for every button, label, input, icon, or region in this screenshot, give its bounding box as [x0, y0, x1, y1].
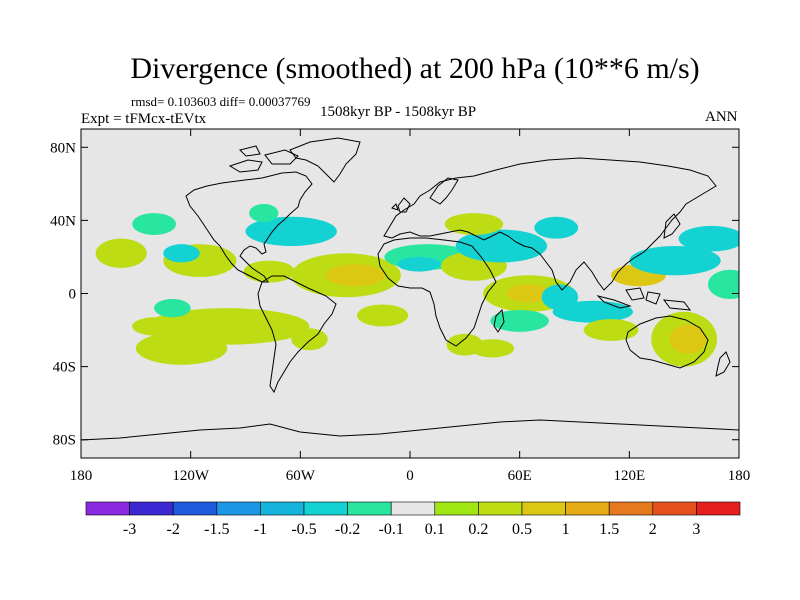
lat-tick-label: 80N: [50, 140, 76, 156]
map-background: [81, 129, 739, 458]
colorbar-swatch: [129, 501, 174, 516]
lon-tick-label: 120E: [613, 468, 645, 484]
contour-region: [490, 309, 549, 332]
lat-tick-label: 40N: [50, 213, 76, 229]
colorbar-label: 2: [649, 521, 657, 538]
stats-text: rmsd= 0.103603 diff= 0.00037769: [131, 94, 311, 109]
contour-region: [163, 244, 200, 263]
coastline-eurasia: [383, 157, 717, 291]
experiment-label: Expt = tFMcx-tEVtx: [81, 111, 207, 127]
coastline-south-america: [257, 275, 337, 394]
contour-region: [470, 339, 515, 358]
contour-region: [325, 264, 385, 287]
contour-region: [132, 317, 177, 336]
colorbar-label: 0.2: [468, 521, 488, 538]
contour-fills: [95, 203, 739, 367]
coastline-greenland: [289, 137, 361, 183]
contour-region: [583, 319, 639, 342]
chart-title: Divergence (smoothed) at 200 hPa (10**6 …: [130, 52, 700, 85]
colorbar-label: -1.5: [204, 521, 229, 538]
lat-tick-label: 40S: [53, 360, 76, 376]
contour-region: [243, 260, 295, 283]
contour-region: [135, 331, 228, 365]
colorbar-label: 0.5: [512, 521, 532, 538]
colorbar-label: -1: [254, 521, 267, 538]
colorbar-swatch: [434, 501, 479, 516]
axis-ticks: 80N 40N 0 40S 80S 180 120W 60W 0 60E 120E 180: [50, 129, 750, 484]
contour-region: [95, 238, 147, 268]
contour-region: [444, 213, 504, 236]
colorbar-label: 1.5: [599, 521, 619, 538]
contour-region: [154, 298, 191, 318]
lon-tick-label: 60E: [508, 468, 532, 484]
colorbar-swatch: [85, 501, 130, 516]
coastline-north-america: [185, 171, 313, 283]
contour-region: [707, 269, 739, 299]
coastline-africa: [377, 237, 497, 347]
contour-region: [629, 245, 721, 276]
lon-tick-label: 0: [406, 468, 414, 484]
colorbar-swatch: [521, 501, 566, 516]
lon-tick-label: 180: [70, 468, 93, 484]
coastline-scandinavia: [429, 177, 459, 205]
contour-region: [397, 256, 442, 272]
coastline-japan: [663, 213, 681, 239]
colorbar-swatch: [696, 501, 741, 516]
contour-region: [669, 324, 707, 354]
period-label: 1508kyr BP - 1508kyr BP: [320, 104, 477, 120]
coastline-antarctica: [81, 419, 739, 441]
coastline-british-isles: [391, 197, 411, 213]
colorbar-swatch: [260, 501, 305, 516]
colorbar-swatch: [172, 501, 218, 516]
contour-region: [534, 216, 579, 239]
coastline-australia: [625, 315, 709, 369]
lat-tick-label: 80S: [53, 433, 76, 449]
coastline-new-zealand: [715, 351, 731, 377]
colorbar-label: 3: [692, 521, 700, 538]
colorbar-label: 0.1: [425, 521, 445, 538]
contour-region: [132, 213, 177, 236]
colorbar-swatch: [608, 501, 654, 516]
colorbar-label: -3: [123, 521, 136, 538]
colorbar-swatch: [303, 501, 348, 516]
colorbar-swatch: [478, 501, 523, 516]
contour-region: [245, 216, 337, 246]
lon-tick-label: 60W: [286, 468, 316, 484]
coastline-arctic-islands: [228, 145, 299, 173]
contour-region: [356, 304, 409, 327]
lat-tick-label: 0: [69, 287, 77, 303]
contour-region: [291, 328, 328, 351]
colorbar-swatch: [216, 501, 261, 516]
season-label: ANN: [705, 109, 738, 125]
colorbar: -3 -2 -1.5 -1 -0.5 -0.2 -0.1 0.1 0.2 0.5 1 1.5 2 3: [85, 501, 741, 538]
colorbar-label: -0.5: [291, 521, 316, 538]
coastline-indonesia: [596, 287, 692, 311]
contour-region: [249, 203, 279, 223]
contour-region: [506, 284, 551, 303]
colorbar-swatch: [652, 501, 697, 516]
coastlines: [81, 137, 739, 441]
contour-region: [678, 225, 739, 252]
colorbar-swatch: [347, 501, 392, 516]
colorbar-label: -0.1: [379, 521, 404, 538]
colorbar-swatch: [565, 501, 610, 516]
coastline-madagascar: [493, 308, 505, 333]
colorbar-label: 1: [562, 521, 570, 538]
contour-region: [552, 300, 633, 323]
lon-tick-label: 120W: [172, 468, 210, 484]
colorbar-label: -2: [167, 521, 180, 538]
colorbar-label: -0.2: [335, 521, 360, 538]
colorbar-swatch: [390, 501, 436, 516]
lon-tick-label: 180: [728, 468, 751, 484]
